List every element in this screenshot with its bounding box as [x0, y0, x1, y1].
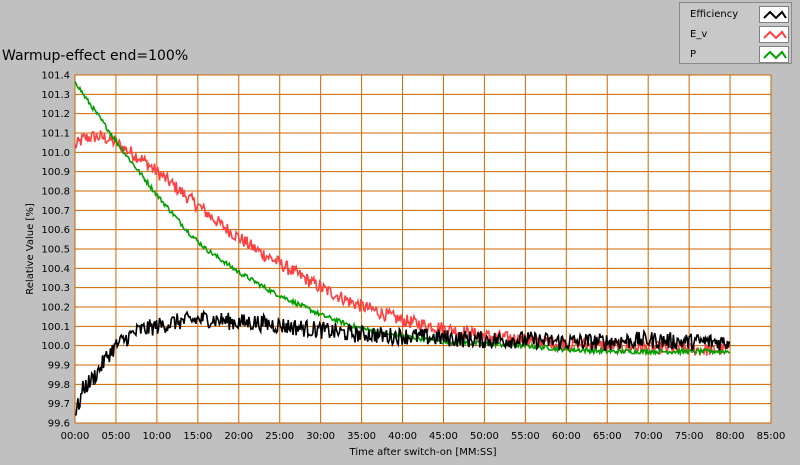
- y-tick-labels: 99.6 99.7 99.8 99.9 100.0 100.1 100.2 100.3 100.…: [41, 71, 70, 430]
- x-tick-label: 10:00: [142, 431, 171, 442]
- legend-label: E_v: [690, 29, 708, 40]
- legend-line-efficiency: [763, 10, 787, 20]
- x-tick-label: 25:00: [265, 431, 294, 442]
- x-tick-label: 80:00: [716, 431, 745, 442]
- series-group: [74, 81, 731, 416]
- y-tick-label: 100.1: [41, 322, 70, 333]
- y-tick-label: 101.4: [41, 71, 70, 82]
- x-tick-label: 15:00: [183, 431, 212, 442]
- y-tick-label: 101.0: [41, 148, 70, 159]
- legend-swatch[interactable]: [759, 6, 789, 23]
- y-tick-label: 100.0: [41, 341, 70, 352]
- series-line-efficiency: [75, 309, 731, 416]
- x-tick-label: 40:00: [388, 431, 417, 442]
- legend-label: Efficiency: [690, 9, 739, 20]
- legend-swatch[interactable]: [759, 46, 789, 63]
- x-tick-label: 45:00: [429, 431, 458, 442]
- legend-label: P: [690, 49, 697, 60]
- series-line-p: [74, 81, 731, 357]
- x-tick-labels: 00:00 05:00 10:00 15:00 20:00 25:00 30:00 35:00…: [61, 431, 786, 442]
- x-tick-label: 70:00: [634, 431, 663, 442]
- y-tick-label: 101.2: [41, 109, 70, 120]
- x-tick-label: 00:00: [61, 431, 90, 442]
- y-tick-label: 100.5: [41, 245, 70, 256]
- x-tick-label: 50:00: [470, 431, 499, 442]
- y-tick-label: 100.6: [41, 225, 70, 236]
- legend-item-p: P: [680, 45, 791, 65]
- legend-item-e-v: E_v: [680, 25, 791, 45]
- y-tick-label: 99.9: [48, 361, 70, 372]
- x-tick-label: 05:00: [102, 431, 131, 442]
- x-tick-label: 35:00: [347, 431, 376, 442]
- y-tick-label: 100.9: [41, 167, 70, 178]
- x-tick-label: 30:00: [306, 431, 335, 442]
- legend-swatch[interactable]: [759, 26, 789, 43]
- x-tick-label: 85:00: [757, 431, 786, 442]
- y-tick-label: 100.4: [41, 264, 70, 275]
- y-tick-label: 101.3: [41, 90, 70, 101]
- legend-line-p: [763, 50, 787, 60]
- legend: Efficiency E_v P: [679, 2, 792, 64]
- y-tick-label: 99.8: [48, 380, 70, 391]
- x-tick-label: 55:00: [511, 431, 540, 442]
- x-tick-label: 60:00: [552, 431, 581, 442]
- y-tick-label: 99.7: [48, 399, 70, 410]
- y-axis-label: Relative Value [%]: [25, 203, 36, 295]
- x-tick-label: 75:00: [675, 431, 704, 442]
- x-axis-label: Time after switch-on [MM:SS]: [349, 447, 497, 458]
- y-tick-label: 100.2: [41, 303, 70, 314]
- x-tick-label: 65:00: [593, 431, 622, 442]
- y-tick-label: 99.6: [48, 419, 70, 430]
- y-tick-label: 100.7: [41, 206, 70, 217]
- chart-title: Warmup-effect end=100%: [2, 48, 188, 64]
- x-tick-label: 20:00: [224, 431, 253, 442]
- y-tick-label: 100.3: [41, 283, 70, 294]
- grid: [74, 74, 772, 424]
- legend-item-efficiency: Efficiency: [680, 5, 791, 25]
- y-tick-label: 101.1: [41, 129, 70, 140]
- legend-line-e-v: [763, 30, 787, 40]
- y-tick-label: 100.8: [41, 187, 70, 198]
